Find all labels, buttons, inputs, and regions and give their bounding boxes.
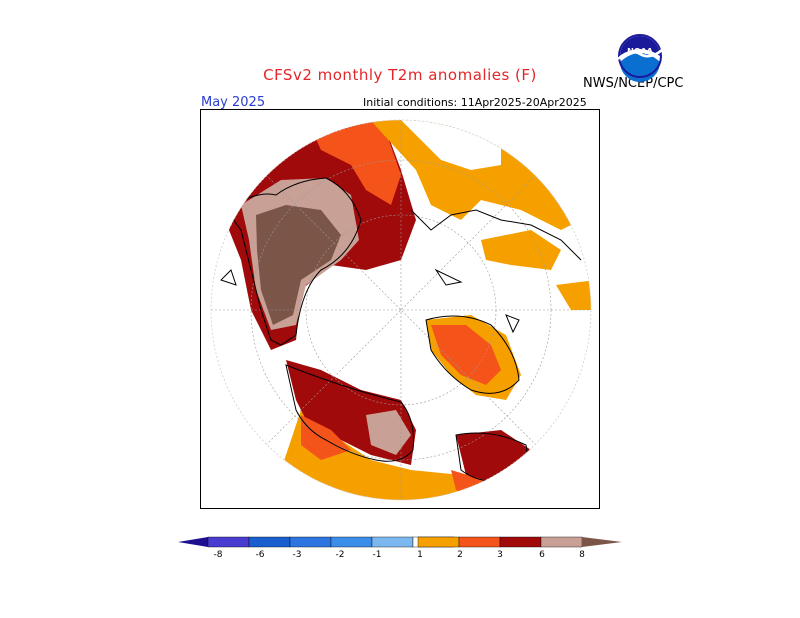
colorbar-swatch-lt-8 [207,536,250,548]
colorbar-swatch-6-8 [540,536,583,548]
colorbar-swatch-8-6 [248,536,291,548]
forecast-month: May 2025 [201,95,266,110]
map-graticule [211,120,591,500]
noaa-logo-icon: NOAA [616,32,664,82]
logo-text: NOAA [627,47,653,56]
colorbar-label: -1 [373,550,382,560]
organization-label: NWS/NCEP/CPC [583,76,684,91]
globe-edge [210,119,592,501]
anomaly-region-red-greenland [311,120,401,205]
colorbar-swatch-2-1 [371,536,414,548]
colorbar-label: -2 [336,550,345,560]
colorbar-arrow-cold [178,537,208,547]
initial-conditions: Initial conditions: 11Apr2025-20Apr2025 [363,96,587,109]
colorbar-label: -8 [214,550,223,560]
polar-map [200,109,600,509]
colorbar-swatch-1-2 [417,536,460,548]
anomaly-colorbar: -8 -6 -3 -2 -1 1 2 3 6 8 [178,536,622,560]
anomaly-region-tan-canada [366,410,411,455]
colorbar-arrow-warm [582,537,622,547]
anomaly-region-orange-far-east [556,280,591,310]
anomaly-region-brown-greenland [256,205,341,325]
colorbar-swatch-6-3 [289,536,332,548]
colorbar-swatch-2-3 [458,536,501,548]
colorbar-label: -6 [256,550,265,560]
colorbar-label: 2 [457,550,463,560]
coastlines [220,177,582,483]
colorbar-swatch-3-2 [330,536,373,548]
colorbar-label: 8 [579,550,585,560]
anomaly-region-red-canada [301,415,351,460]
colorbar-label: -3 [293,550,302,560]
colorbar-swatch-3-6 [499,536,542,548]
anomaly-region-red-siberia [431,325,501,385]
chart-title: CFSv2 monthly T2m anomalies (F) [263,66,537,84]
anomaly-map-svg [210,119,592,501]
anomaly-region-orange-east [481,230,561,270]
colorbar-label: 3 [497,550,503,560]
colorbar-label: 1 [417,550,423,560]
colorbar-label: 6 [539,550,545,560]
